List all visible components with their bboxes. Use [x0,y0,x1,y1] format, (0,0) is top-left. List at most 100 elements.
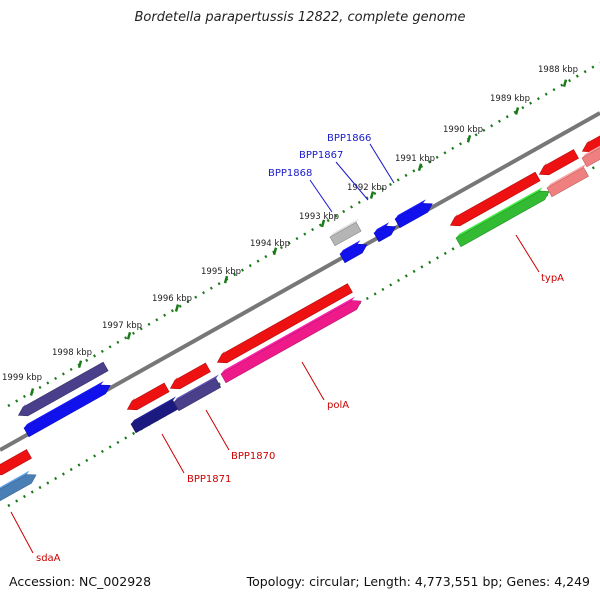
tick-label-0: 1988 kbp [538,65,578,75]
gene-BPP1871-body [130,400,179,434]
gene-red-3-body [538,149,579,176]
gene-typA-upper[interactable] [449,171,541,227]
gene-sdaA[interactable] [0,470,37,504]
gene-label-BPP1866[interactable]: BPP1866 [327,133,371,144]
map-title: Bordetella parapertussis 12822, complete… [134,10,466,25]
tick-label-9: 1997 kbp [102,321,142,331]
leader-BPP1867 [335,161,369,201]
gene-red-1[interactable] [126,382,170,411]
major-tick-10 [77,360,83,369]
leader-BPP1868 [309,179,333,213]
gene-polA-upper[interactable] [216,283,353,364]
gene-BPP1867-body [373,225,397,243]
gene-polA[interactable] [220,296,362,384]
gene-pink-2-bevel [582,145,600,158]
gene-gray-small-body [329,221,362,247]
gene-red-1-body [126,382,170,411]
gene-pink-2-body [581,147,600,168]
genome-summary-text: Topology: circular; Length: 4,773,551 bp… [246,574,590,589]
gene-BPP1868-bevel [340,240,361,254]
gene-slate-upper[interactable] [17,361,109,417]
gene-polA-bevel [221,296,355,374]
gene-label-BPP1870[interactable]: BPP1870 [231,451,275,462]
gene-BPP1867[interactable] [373,222,397,243]
tick-label-4: 1992 kbp [347,183,387,193]
genes [0,135,600,504]
gene-gray-small[interactable] [329,218,362,247]
gene-blue-long-bevel [24,381,104,428]
gene-label-typA[interactable]: typA [541,273,564,284]
leader-BPP1871 [161,433,185,474]
major-tick-4 [369,191,375,199]
leader-sdaA [10,511,34,554]
accession-text: Accession: NC_002928 [9,574,152,589]
tick-label-3: 1991 kbp [395,154,435,164]
gene-BPP1868[interactable] [339,240,368,264]
major-tick-5 [320,219,326,228]
gene-blue-long[interactable] [23,381,111,438]
tick-label-1: 1989 kbp [490,94,530,104]
gene-red-2[interactable] [169,362,211,390]
tick-label-7: 1995 kbp [201,267,241,277]
gene-polA-upper-body [216,283,353,364]
gene-red-2-body [169,362,211,390]
gene-typA-body [455,190,550,248]
gene-sdaA-body [0,474,37,502]
tick-label-10: 1998 kbp [52,348,92,358]
major-tick-6 [272,247,278,256]
gene-BPP1870-body [173,378,222,412]
gene-BPP1867-bevel [374,222,390,233]
gene-label-BPP1868[interactable]: BPP1868 [268,168,312,179]
tick-labels: 1988 kbp 1989 kbp 1990 kbp 1991 kbp 1992 kbp… [2,65,578,383]
tick-label-6: 1994 kbp [250,239,290,249]
gene-gray-small-bevel [330,218,360,237]
tick-marks [7,61,600,508]
gene-typA-upper-body [449,171,541,227]
tick-label-8: 1996 kbp [152,294,192,304]
gene-pink-2[interactable] [581,139,600,168]
gene-slate-upper-body [17,361,109,417]
gene-BPP1871[interactable] [130,396,179,434]
gene-blue-long-body [23,384,111,438]
label-leader-lines [10,143,540,554]
gene-BPP1866-body [394,203,433,229]
leader-BPP1866 [369,143,395,184]
gene-label-polA[interactable]: polA [327,400,349,411]
gene-BPP1868-body [339,243,368,264]
major-tick-1 [514,107,520,115]
tick-row-outer [7,61,600,408]
tick-label-11: 1999 kbp [2,373,42,383]
major-tick-9 [126,331,132,340]
gene-BPP1866[interactable] [394,199,433,229]
gene-sdaA-bevel [0,470,30,490]
gene-pink[interactable] [546,163,589,198]
leader-BPP1870 [205,409,230,451]
gene-label-BPP1871[interactable]: BPP1871 [187,474,231,485]
leader-polA [301,361,325,401]
gene-BPP1871-bevel [131,396,176,424]
gene-red-left[interactable] [0,449,32,476]
gene-red-3[interactable] [538,149,579,176]
gene-pink-body [546,167,589,198]
gene-label-BPP1867[interactable]: BPP1867 [299,150,343,161]
major-tick-7 [223,275,229,284]
leader-typA [515,234,540,273]
gene-BPP1870[interactable] [173,374,222,412]
gene-polA-body [220,300,362,384]
tick-label-2: 1990 kbp [443,125,483,135]
gene-BPP1866-bevel [395,199,426,219]
gene-pink-bevel [547,163,587,188]
tick-label-5: 1993 kbp [299,212,339,222]
major-tick-3 [417,163,423,172]
gene-BPP1870-bevel [174,374,219,402]
major-tick-11 [29,388,35,396]
gene-red-left-body [0,449,32,476]
major-tick-8 [174,304,180,312]
gene-typA-bevel [456,187,543,238]
gene-label-sdaA[interactable]: sdaA [36,553,61,564]
gene-typA[interactable] [455,187,550,248]
major-tick-2 [466,134,472,143]
major-tick-0 [562,79,568,88]
